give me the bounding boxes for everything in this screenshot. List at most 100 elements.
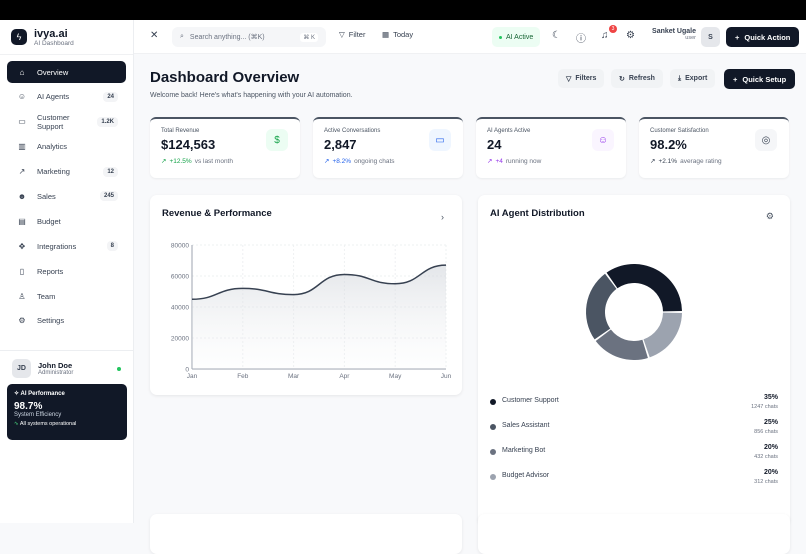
legend-percent: 35%: [764, 394, 778, 401]
export-label: Export: [685, 75, 707, 82]
close-icon[interactable]: ✕: [150, 30, 158, 41]
sidebar-item-settings[interactable]: ⚙Settings: [7, 310, 126, 332]
sidebar-item-team[interactable]: ♙ Team: [7, 285, 126, 307]
stat-note: running now: [506, 158, 541, 165]
arrow-up-right-icon: ↗: [487, 158, 492, 165]
message-icon: ▭: [15, 117, 29, 126]
quick-action-button[interactable]: +Quick Action: [726, 27, 799, 47]
quick-setup-button[interactable]: +Quick Setup: [724, 69, 795, 89]
sidebar-item-label: AI Agents: [37, 92, 103, 101]
sidebar-item-analytics[interactable]: ▥Analytics: [7, 136, 126, 158]
top-black-bar: [0, 0, 806, 20]
stat-change: +2.1%: [658, 158, 677, 165]
avatar: JD: [12, 359, 31, 378]
y-tick-label: 40000: [171, 305, 189, 312]
y-tick-label: 80000: [171, 243, 189, 250]
sidebar-item-reports[interactable]: ▯Reports: [7, 260, 126, 282]
today-button[interactable]: ▦Today: [382, 30, 413, 39]
brand-name: ivya.ai: [34, 28, 74, 40]
bot-icon: ☺: [592, 129, 614, 151]
sidebar-item-label: Integrations: [37, 242, 107, 251]
notification-badge: 3: [609, 25, 617, 33]
stat-change: +12.5%: [169, 158, 191, 165]
filter-icon: ▽: [339, 30, 345, 39]
legend-name: Budget Advisor: [502, 472, 549, 479]
user-check-icon: ♙: [15, 292, 29, 301]
sidebar-item-label: Sales: [37, 192, 100, 201]
stat-card: Customer Satisfaction 98.2% ↗+2.1%averag…: [639, 117, 789, 178]
sidebar-item-budget[interactable]: ▤Budget: [7, 210, 126, 232]
legend-swatch: [490, 399, 496, 405]
refresh-label: Refresh: [629, 75, 655, 82]
header-user-name: Sanket Ugale: [644, 28, 696, 35]
search-input[interactable]: ⌕ Search anything... (⌘K) ⌘ K: [172, 27, 326, 47]
filters-button[interactable]: ▽Filters: [558, 69, 604, 88]
refresh-button[interactable]: ↻Refresh: [611, 69, 663, 88]
quick-action-label: Quick Action: [744, 33, 790, 42]
x-tick-label: Mar: [288, 373, 300, 380]
user-name: John Doe: [38, 361, 73, 370]
page-title: Dashboard Overview: [150, 69, 299, 86]
arrow-up-right-icon: ↗: [650, 158, 655, 165]
legend-chats: 1247 chats: [751, 404, 778, 410]
donut-slice[interactable]: [607, 264, 682, 311]
distribution-donut: [478, 195, 790, 395]
legend-swatch: [490, 474, 496, 480]
sidebar-item-label: Analytics: [37, 142, 118, 151]
sidebar-item-label: Team: [37, 292, 118, 301]
revenue-area: [192, 265, 446, 369]
puzzle-icon: ✥: [15, 242, 29, 251]
user-profile[interactable]: JD John Doe Administrator: [0, 350, 133, 386]
header-user[interactable]: Sanket Ugale user: [644, 28, 696, 41]
donut-slice[interactable]: [644, 313, 682, 358]
help-icon[interactable]: ⓘ: [576, 30, 586, 45]
calculator-icon: ▤: [15, 217, 29, 226]
home-icon: ⌂: [15, 68, 29, 77]
stat-card: Total Revenue $124,563 ↗+12.5%vs last mo…: [150, 117, 300, 178]
x-tick-label: May: [389, 373, 402, 380]
brand[interactable]: ϟ ivya.ai AI Dashboard: [0, 20, 133, 55]
moon-icon[interactable]: ☾: [552, 30, 561, 41]
search-placeholder: Search anything... (⌘K): [190, 33, 265, 41]
legend-percent: 25%: [764, 419, 778, 426]
export-button[interactable]: ⤓Export: [670, 69, 715, 88]
sidebar-item-label: Settings: [37, 316, 118, 325]
donut-slice[interactable]: [596, 330, 648, 360]
filter-button[interactable]: ▽Filter: [339, 30, 365, 39]
ai-active-badge[interactable]: AI Active: [492, 27, 540, 47]
search-icon: ⌕: [180, 33, 184, 41]
bottom-card-right: [478, 514, 790, 554]
bot-icon: ☺: [15, 92, 29, 101]
brand-sub: AI Dashboard: [34, 40, 74, 47]
stat-card: Active Conversations 2,847 ↗+8.2%ongoing…: [313, 117, 463, 178]
stat-note: vs last month: [195, 158, 233, 165]
message-icon: ▭: [429, 129, 451, 151]
target-icon: ◎: [755, 129, 777, 151]
x-tick-label: Feb: [237, 373, 249, 380]
donut-slice[interactable]: [586, 274, 616, 340]
sidebar-item-overview[interactable]: ⌂Overview: [7, 61, 126, 83]
users-icon: ☻: [15, 192, 29, 201]
x-tick-label: Apr: [339, 373, 350, 380]
header-avatar[interactable]: S: [701, 27, 720, 47]
today-label: Today: [393, 30, 413, 39]
stat-note: ongoing chats: [354, 158, 394, 165]
sidebar-item-label: Customer Support: [37, 113, 97, 131]
quick-setup-label: Quick Setup: [742, 75, 786, 84]
page-subtitle: Welcome back! Here's what's happening wi…: [150, 92, 353, 99]
gear-icon[interactable]: ⚙: [626, 30, 635, 41]
legend-percent: 20%: [764, 469, 778, 476]
arrow-up-right-icon: ↗: [161, 158, 166, 165]
legend-percent: 20%: [764, 444, 778, 451]
bell-icon[interactable]: ♫: [601, 30, 609, 41]
